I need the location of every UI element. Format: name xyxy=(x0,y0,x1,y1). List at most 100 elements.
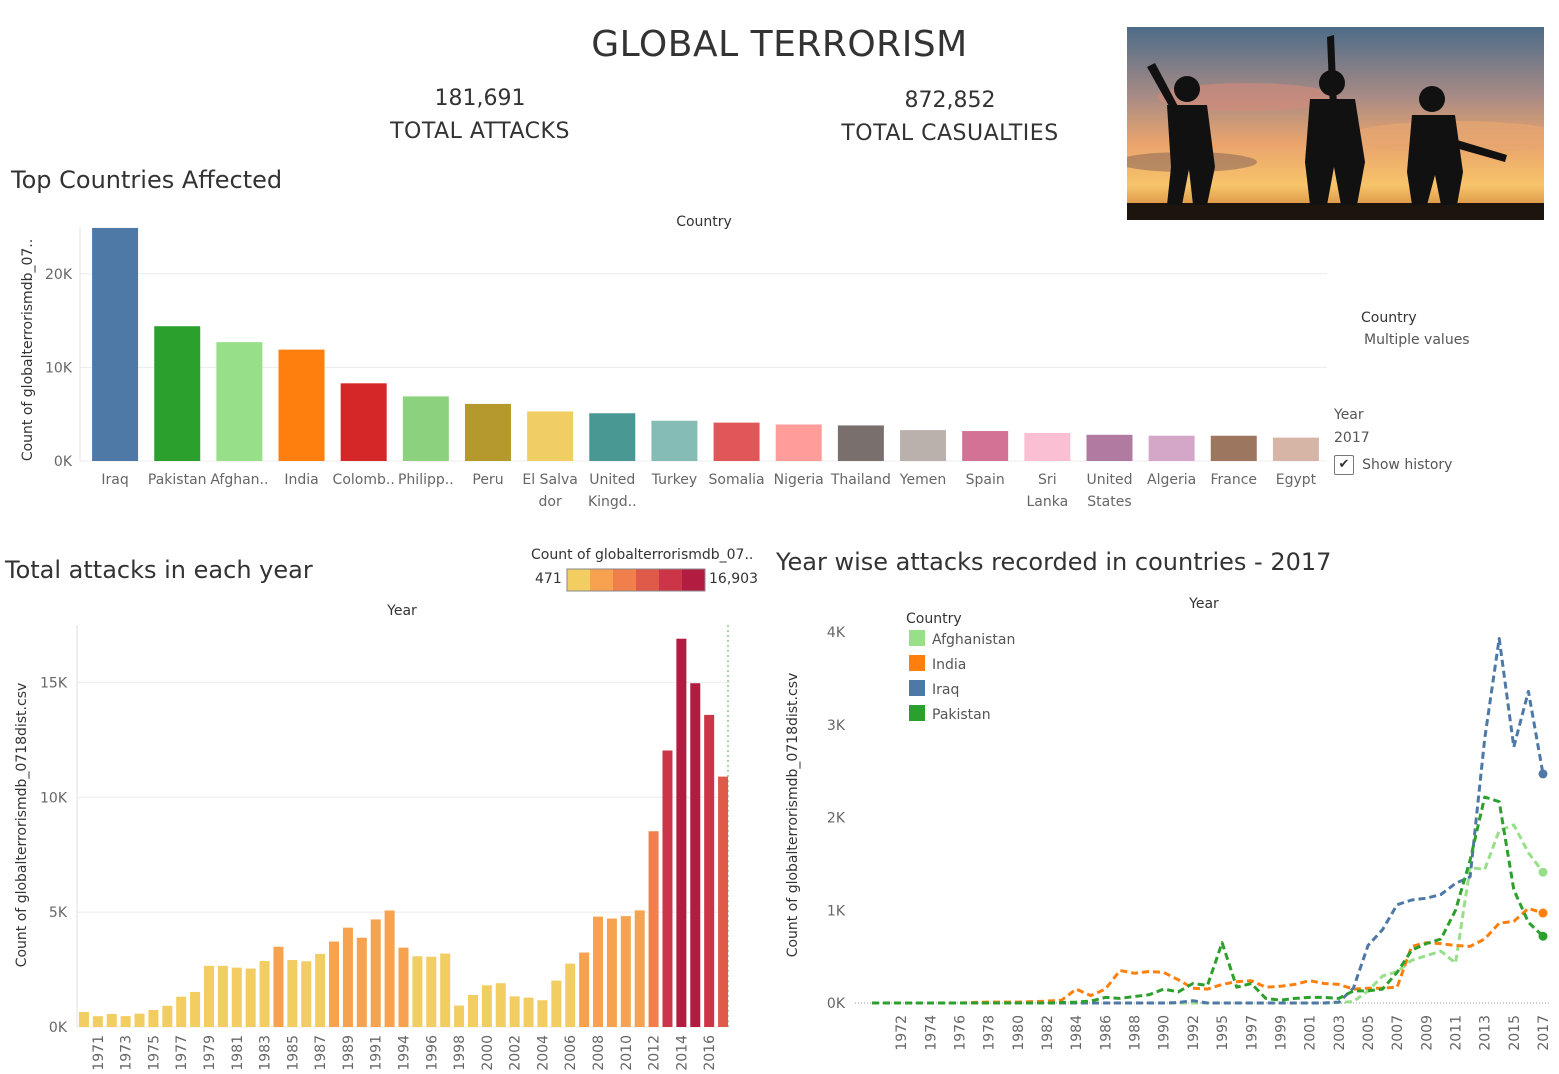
x-tick-label: Thailand xyxy=(830,472,891,488)
year-bar xyxy=(245,968,256,1027)
y-axis-label: Count of globalterrorismdb_0718dist.csv xyxy=(14,683,30,968)
country-bar xyxy=(464,403,511,461)
x-tick-label: 1992 xyxy=(1186,1015,1202,1051)
chart-header: Country xyxy=(676,214,732,230)
x-tick-label: 2013 xyxy=(1478,1015,1494,1051)
x-tick-label: 1981 xyxy=(230,1035,246,1071)
year-bar xyxy=(648,831,659,1027)
x-tick-label: 1995 xyxy=(1215,1015,1231,1051)
year-filter-value[interactable]: 2017 xyxy=(1334,430,1370,446)
series-line xyxy=(872,906,1544,1005)
x-tick-label: 2017 xyxy=(1536,1015,1552,1051)
year-bar xyxy=(454,1005,465,1027)
x-tick-label: Turkey xyxy=(651,472,698,488)
series-end-point xyxy=(1538,908,1548,918)
year-bar xyxy=(620,916,631,1027)
year-bar xyxy=(203,965,214,1027)
chart-header: Year xyxy=(386,603,417,619)
country-bar xyxy=(837,425,884,461)
legend-entry: Iraq xyxy=(932,682,959,698)
year-bar xyxy=(412,956,423,1027)
legend-title: Country xyxy=(906,611,962,627)
header-image xyxy=(1127,27,1544,220)
country-bar xyxy=(1210,435,1257,461)
year-bar xyxy=(662,750,673,1027)
country-bar xyxy=(340,383,387,461)
show-history-toggle[interactable]: ✔ Show history xyxy=(1334,454,1452,475)
x-tick-label: 1994 xyxy=(397,1035,413,1071)
year-filter-label: Year xyxy=(1334,407,1364,423)
x-tick-label: Algeria xyxy=(1147,472,1196,488)
legend-swatch xyxy=(590,569,613,591)
total-casualties-value: 872,852 xyxy=(904,88,996,113)
legend-swatch xyxy=(909,630,925,646)
y-tick-label: 15K xyxy=(40,675,68,691)
year-bar xyxy=(231,967,242,1027)
year-bar xyxy=(190,991,201,1027)
x-tick-label: 2002 xyxy=(508,1035,524,1071)
country-filter-label: Country xyxy=(1361,310,1417,326)
attacks-per-year-chart: Year 0K 5K 10K 15K Count of globalterrorismdb… xyxy=(14,603,730,1071)
x-tick-label: 1978 xyxy=(982,1015,998,1051)
year-bar xyxy=(315,953,326,1027)
legend-swatch xyxy=(909,680,925,696)
year-bar xyxy=(718,776,729,1027)
year-bar xyxy=(78,1012,89,1027)
country-bar xyxy=(216,342,263,461)
x-tick-label: 2009 xyxy=(1419,1015,1435,1051)
x-tick-label: 2010 xyxy=(619,1035,635,1071)
country-bar xyxy=(900,430,947,461)
total-casualties-label: TOTAL CASUALTIES xyxy=(841,121,1059,146)
x-tick-label: 1990 xyxy=(1157,1015,1173,1051)
series-line xyxy=(872,823,1545,1005)
x-tick-label: 1976 xyxy=(953,1015,969,1051)
country-bar xyxy=(1024,432,1071,461)
x-tick-label: 2016 xyxy=(702,1035,718,1071)
x-tick-label: Peru xyxy=(472,472,503,488)
country-bar xyxy=(92,227,139,461)
year-bar xyxy=(495,983,506,1027)
chart-header: Year xyxy=(1188,596,1219,612)
color-legend-max: 16,903 xyxy=(709,571,758,587)
country-bar xyxy=(1148,435,1195,461)
x-tick-label: Colomb.. xyxy=(333,472,395,488)
year-bar xyxy=(426,956,437,1027)
x-tick-label: 1975 xyxy=(146,1035,162,1071)
y-tick-label: 3K xyxy=(827,718,846,734)
y-tick-label: 20K xyxy=(45,267,73,283)
y-axis-label: Count of globalterrorismdb_0718dist.csv xyxy=(785,673,801,958)
year-bar xyxy=(370,919,381,1027)
y-tick-label: 5K xyxy=(49,905,68,921)
y-tick-label: 10K xyxy=(45,360,73,376)
x-tick-label: 1985 xyxy=(285,1035,301,1071)
year-bar xyxy=(704,714,715,1027)
x-tick-label: Spain xyxy=(966,472,1005,488)
legend-swatch xyxy=(909,705,925,721)
year-bar xyxy=(384,910,395,1027)
x-tick-label: 1977 xyxy=(174,1035,190,1071)
country-filter-value[interactable]: Multiple values xyxy=(1364,332,1470,348)
year-bar xyxy=(551,980,562,1027)
year-bar xyxy=(593,916,604,1027)
series-line xyxy=(872,795,1545,1005)
year-bar xyxy=(287,960,298,1027)
y-tick-label: 0K xyxy=(54,454,73,470)
x-tick-label: 2004 xyxy=(535,1035,551,1071)
legend-swatch xyxy=(682,569,705,591)
x-tick-label: 2007 xyxy=(1390,1015,1406,1051)
year-bar xyxy=(120,1016,131,1027)
color-legend-min: 471 xyxy=(535,571,562,587)
year-bar xyxy=(606,918,617,1027)
top-countries-chart: Country 0K 10K 20K Count of globalterrorismd… xyxy=(20,214,1327,510)
legend-swatch xyxy=(567,569,590,591)
country-bar xyxy=(962,431,1009,461)
year-bar xyxy=(509,996,520,1027)
y-tick-label: 0K xyxy=(49,1020,68,1036)
x-tick-label: Somalia xyxy=(709,472,765,488)
x-tick-label: 1989 xyxy=(341,1035,357,1071)
year-bar xyxy=(134,1013,145,1027)
year-bar xyxy=(467,994,478,1027)
total-attacks-label: TOTAL ATTACKS xyxy=(390,119,570,144)
x-tick-label: El Salva dor xyxy=(522,472,577,510)
x-tick-label: 2011 xyxy=(1448,1015,1464,1051)
